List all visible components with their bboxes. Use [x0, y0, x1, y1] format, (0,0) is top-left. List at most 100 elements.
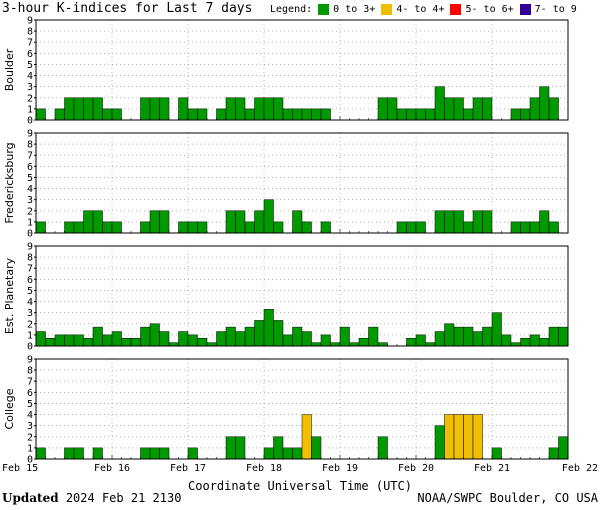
k-index-bar	[301, 221, 312, 234]
k-index-bar	[83, 337, 94, 347]
k-index-bar	[463, 414, 474, 460]
legend-swatch-severe	[519, 4, 531, 15]
y-tick-label: 0	[27, 455, 33, 466]
updated-value: 2024 Feb 21 2130	[65, 491, 182, 505]
k-index-bar	[558, 326, 569, 347]
k-index-bar	[225, 436, 236, 460]
y-tick-label: 0	[27, 116, 33, 127]
k-index-bar	[254, 97, 265, 121]
k-index-bar	[254, 320, 265, 347]
k-index-bar	[64, 334, 75, 347]
k-index-bar	[463, 326, 474, 347]
k-index-bar	[539, 337, 550, 347]
k-index-bar	[444, 97, 455, 121]
y-tick-label: 2	[27, 432, 33, 443]
k-index-bar	[273, 320, 284, 347]
k-index-bar	[149, 210, 160, 234]
k-index-bar	[539, 86, 550, 121]
y-tick-label: 1	[27, 330, 33, 341]
legend-label: Legend:	[270, 4, 313, 15]
k-index-bar	[368, 326, 379, 347]
k-index-bar	[548, 221, 559, 234]
y-tick-label: 9	[27, 129, 33, 140]
k-index-bar	[35, 447, 46, 460]
k-index-bar	[529, 334, 540, 347]
k-index-bar	[140, 447, 151, 460]
k-index-bar	[73, 447, 84, 460]
k-index-bar	[187, 108, 198, 121]
k-index-bar	[73, 334, 84, 347]
k-index-bar	[463, 108, 474, 121]
legend-swatch-active	[381, 4, 393, 15]
k-index-bar	[187, 221, 198, 234]
panel-border	[35, 132, 569, 234]
legend-swatch-quiet	[318, 4, 330, 15]
y-tick-label: 3	[27, 421, 33, 432]
k-index-bar	[197, 337, 208, 347]
k-index-bar	[83, 210, 94, 234]
k-index-bar	[301, 331, 312, 347]
y-tick-label: 8	[27, 140, 33, 151]
k-index-bar	[159, 97, 170, 121]
k-index-bar	[434, 210, 445, 234]
k-index-bar	[311, 436, 322, 460]
k-index-bar	[225, 97, 236, 121]
k-index-bar	[35, 108, 46, 121]
k-index-bar	[92, 97, 103, 121]
k-index-bar	[187, 334, 198, 347]
y-tick-label: 5	[27, 60, 33, 71]
k-index-bar	[510, 108, 521, 121]
panel-title: Boulder	[3, 48, 16, 91]
k-index-bar	[292, 108, 303, 121]
k-index-bar	[415, 108, 426, 121]
k-index-bar	[244, 108, 255, 121]
x-tick-label: Feb 19	[322, 463, 358, 474]
k-index-bar	[472, 97, 483, 121]
k-index-bar	[282, 447, 293, 460]
k-index-bar	[339, 326, 350, 347]
k-index-bar	[140, 97, 151, 121]
k-index-bar	[282, 334, 293, 347]
y-tick-label: 3	[27, 195, 33, 206]
legend-swatch-storm	[450, 4, 462, 15]
y-tick-label: 4	[27, 410, 33, 421]
k-index-bar	[453, 414, 464, 460]
k-index-bar	[510, 221, 521, 234]
k-index-bar	[159, 447, 170, 460]
k-index-bar	[292, 447, 303, 460]
y-tick-label: 2	[27, 93, 33, 104]
y-tick-label: 8	[27, 253, 33, 264]
k-index-bar	[149, 323, 160, 347]
y-tick-label: 0	[27, 342, 33, 353]
k-index-bar	[453, 326, 464, 347]
credit-text: NOAA/SWPC Boulder, CO USA	[417, 491, 598, 505]
y-tick-label: 0	[27, 229, 33, 240]
k-index-bar	[292, 210, 303, 234]
k-index-bar	[358, 337, 369, 347]
k-index-bar	[520, 108, 531, 121]
k-index-bar	[491, 447, 502, 460]
k-index-bar	[415, 334, 426, 347]
k-index-bar	[64, 97, 75, 121]
y-tick-label: 6	[27, 388, 33, 399]
k-index-bar	[102, 334, 113, 347]
k-index-bar	[472, 414, 483, 460]
k-index-bar	[216, 108, 227, 121]
k-index-bar	[64, 221, 75, 234]
y-tick-label: 4	[27, 71, 33, 82]
y-tick-label: 3	[27, 308, 33, 319]
k-index-bar	[54, 108, 65, 121]
k-index-bar	[311, 108, 322, 121]
k-index-bar	[320, 221, 331, 234]
k-index-bar	[216, 331, 227, 347]
legend-item-label: 7- to 9	[534, 4, 577, 15]
k-index-bar	[444, 323, 455, 347]
k-index-bar	[453, 210, 464, 234]
k-index-bar	[235, 436, 246, 460]
k-index-bar	[548, 326, 559, 347]
k-index-bar	[92, 326, 103, 347]
k-index-bar	[406, 221, 417, 234]
y-tick-label: 4	[27, 297, 33, 308]
k-index-bar	[244, 326, 255, 347]
y-tick-label: 9	[27, 242, 33, 253]
